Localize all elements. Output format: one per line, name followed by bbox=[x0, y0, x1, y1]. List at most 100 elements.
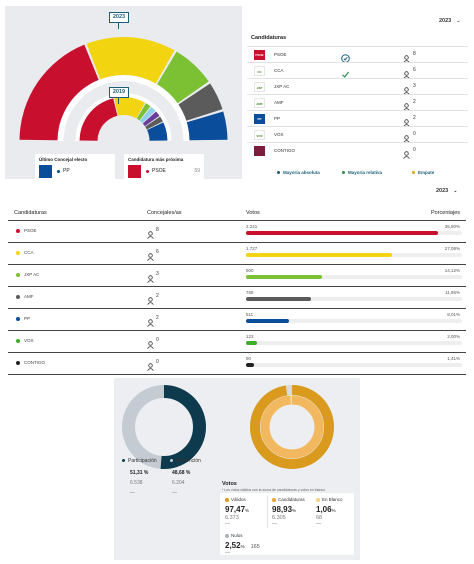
last-elected-dot bbox=[57, 170, 60, 173]
abstention-change: — bbox=[172, 490, 177, 496]
party-votes: 768 bbox=[246, 290, 254, 295]
party-name: PP bbox=[24, 316, 31, 321]
blank-unit: % bbox=[331, 508, 336, 513]
votes-null: Nulos 2,52% 165 — bbox=[225, 533, 260, 556]
legend-dot bbox=[412, 171, 415, 175]
candidatures-arc[interactable] bbox=[260, 395, 324, 459]
party-votes: 90 bbox=[246, 356, 252, 361]
person-icon bbox=[147, 336, 154, 354]
candidate-name: AMF bbox=[274, 100, 284, 105]
party-percent: 14,12% bbox=[444, 268, 460, 273]
person-icon bbox=[403, 146, 410, 164]
participation-arc[interactable] bbox=[160, 385, 206, 469]
legend-dot bbox=[342, 171, 345, 175]
candidate-name: CONTIGO bbox=[274, 148, 295, 153]
candidate-row[interactable]: AMF AMF 2 bbox=[247, 94, 468, 111]
results-year-value: 2023 bbox=[436, 188, 449, 194]
person-icon bbox=[147, 270, 154, 288]
header-divider bbox=[8, 220, 466, 221]
hemicycle-chart bbox=[19, 36, 228, 141]
candidate-row[interactable]: VOX VOX 0 bbox=[247, 126, 468, 143]
results-row[interactable]: PSOE 8 2.241 35,50% bbox=[8, 221, 466, 243]
inner-arc-4[interactable] bbox=[142, 111, 160, 127]
results-row[interactable]: CONTIGO 0 90 1,41% bbox=[8, 353, 466, 375]
party-dot bbox=[16, 251, 20, 255]
last-elected-title: Último Concejal electo bbox=[39, 157, 88, 162]
participation-number: 6.538 bbox=[130, 480, 143, 486]
candidate-row[interactable]: JXP JXP AC 3 bbox=[247, 78, 468, 95]
person-icon bbox=[147, 358, 154, 376]
outer-arc-4[interactable] bbox=[186, 111, 228, 141]
results-row[interactable]: JXP AC 3 900 14,12% bbox=[8, 265, 466, 287]
abstention-dot bbox=[170, 459, 174, 463]
legend-label: Mayoría absoluta bbox=[283, 170, 320, 175]
year-tag-line bbox=[118, 98, 119, 104]
candidate-seats: 3 bbox=[413, 83, 416, 89]
results-row[interactable]: VOX 0 123 2,00% bbox=[8, 331, 466, 353]
blank-dot bbox=[316, 497, 320, 502]
person-icon bbox=[147, 314, 154, 332]
null-change: — bbox=[225, 550, 230, 556]
candidate-seats: 6 bbox=[413, 67, 416, 73]
candidate-row[interactable]: CC CCA 6 bbox=[247, 62, 468, 79]
null-label: Nulos bbox=[231, 533, 243, 538]
vote-bar-track bbox=[246, 297, 462, 301]
person-icon bbox=[147, 248, 154, 266]
inner-arc-1[interactable] bbox=[114, 97, 146, 119]
party-logo-icon: VOX bbox=[254, 130, 265, 140]
legend-dot bbox=[277, 171, 280, 175]
vote-bar-track bbox=[246, 363, 462, 367]
closest-candidacy-dot bbox=[146, 170, 149, 173]
inner-arc-0[interactable] bbox=[79, 98, 118, 141]
valid-change: — bbox=[225, 521, 230, 527]
outer-arc-3[interactable] bbox=[178, 83, 223, 121]
header-porcentajes: Porcentajes bbox=[430, 210, 460, 216]
party-name: JXP AC bbox=[24, 272, 40, 277]
year-selector[interactable]: 2023 ⌄ bbox=[439, 18, 460, 24]
candidate-row[interactable]: PP PP 2 bbox=[247, 110, 468, 127]
candidate-seats: 2 bbox=[413, 99, 416, 105]
inner-arc-6[interactable] bbox=[147, 122, 168, 141]
party-dot bbox=[16, 295, 20, 299]
inner-arc-3[interactable] bbox=[139, 106, 156, 124]
participation-donut bbox=[122, 385, 206, 469]
valid-votes-arc[interactable] bbox=[250, 385, 334, 469]
party-dot bbox=[16, 339, 20, 343]
valid-dot bbox=[225, 497, 229, 502]
candidate-name: VOX bbox=[274, 132, 284, 137]
candidate-seats: 2 bbox=[413, 115, 416, 121]
candidatures-dot bbox=[272, 497, 276, 502]
vote-bar bbox=[246, 231, 438, 235]
outer-arc-0[interactable] bbox=[19, 44, 99, 141]
party-dot bbox=[16, 229, 20, 233]
inner-arc-2[interactable] bbox=[136, 103, 151, 121]
party-votes: 900 bbox=[246, 268, 254, 273]
candidate-name: PSOE bbox=[274, 52, 287, 57]
relative-majority-icon bbox=[341, 66, 350, 84]
outer-arc-2[interactable] bbox=[157, 51, 209, 104]
candidate-row[interactable]: CONTIGO 0 bbox=[247, 142, 468, 159]
legend-abstention-label: Abstención bbox=[176, 458, 201, 464]
results-row[interactable]: CCA 6 1.727 27,08% bbox=[8, 243, 466, 265]
vote-bar bbox=[246, 253, 393, 257]
chevron-down-icon: ⌄ bbox=[453, 188, 458, 194]
results-row[interactable]: AMF 2 768 11,95% bbox=[8, 287, 466, 309]
party-name: PSOE bbox=[24, 228, 37, 233]
party-seats: 2 bbox=[156, 293, 159, 299]
candidate-seats: 8 bbox=[413, 51, 416, 57]
results-year-selector[interactable]: 2023 ⌄ bbox=[436, 188, 457, 194]
abstention-percent: 48,68 % bbox=[172, 470, 191, 476]
inner-arc-5[interactable] bbox=[145, 116, 163, 130]
outer-arc-1[interactable] bbox=[86, 36, 175, 84]
candidatures-change: — bbox=[272, 521, 277, 527]
valid-percent: 97,47 bbox=[225, 505, 246, 514]
null-percent: 2,52 bbox=[225, 541, 241, 550]
candidate-row[interactable]: PSOE PSOE 8 bbox=[247, 46, 468, 63]
results-row[interactable]: PP 2 511 8,01% bbox=[8, 309, 466, 331]
year-tag-2023: 2023 bbox=[109, 12, 129, 23]
participation-change: — bbox=[130, 490, 135, 496]
last-elected-swatch bbox=[39, 165, 52, 178]
party-votes: 511 bbox=[246, 312, 254, 317]
legend-item: Mayoría absoluta bbox=[277, 170, 320, 175]
year-tag-line bbox=[118, 23, 119, 29]
